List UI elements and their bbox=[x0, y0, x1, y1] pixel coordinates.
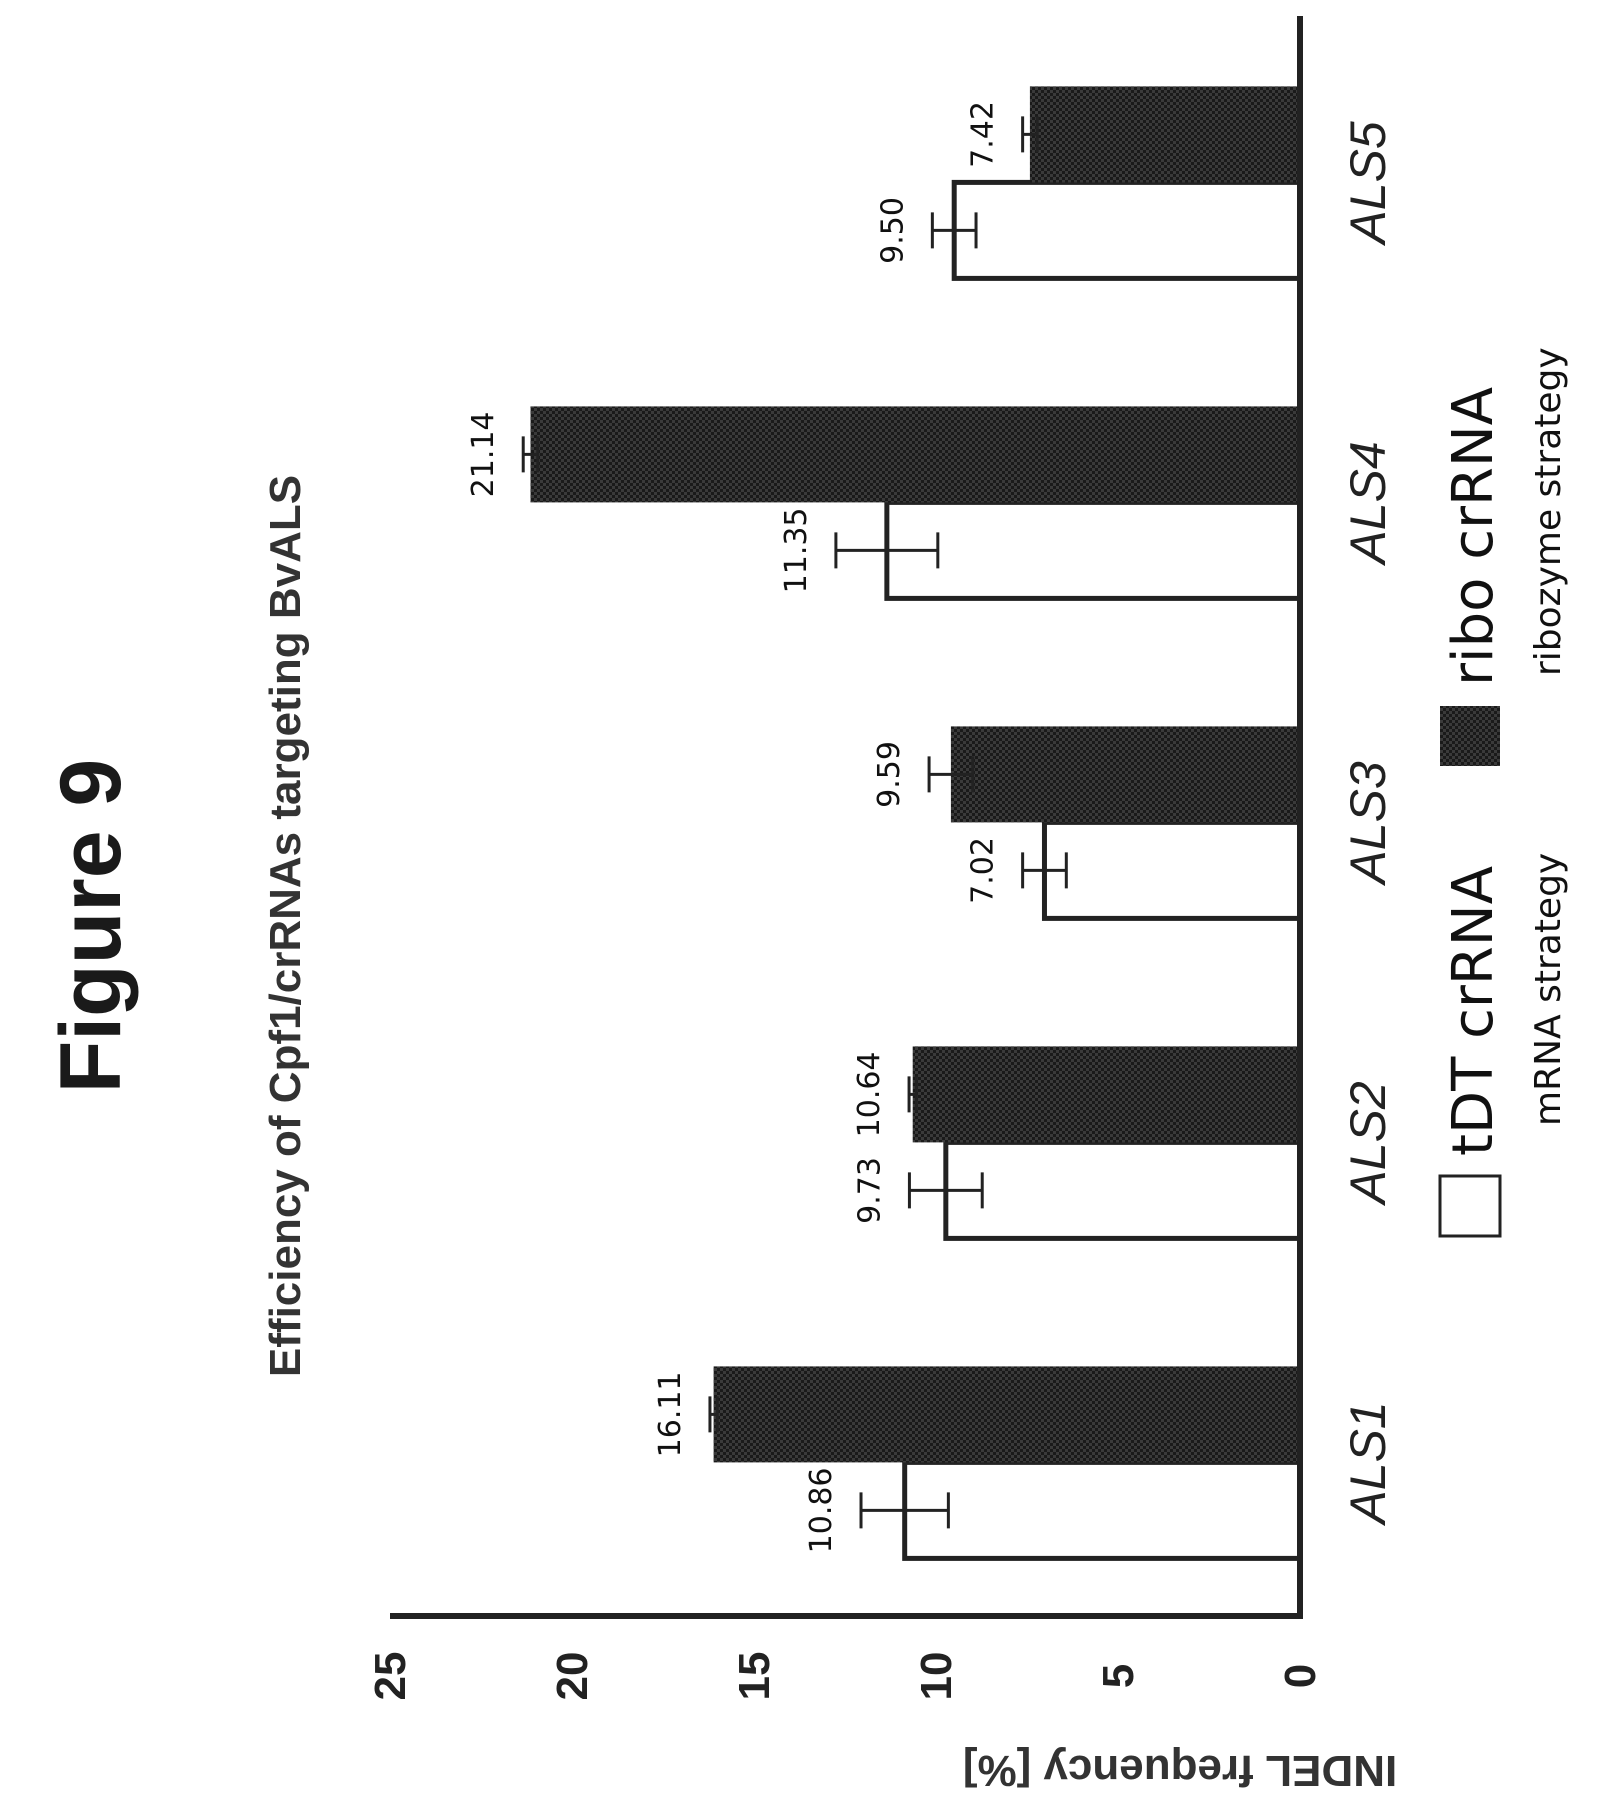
category-label: ALS2 bbox=[1340, 1081, 1396, 1207]
bar-ribo-crrna bbox=[950, 726, 1300, 823]
category-labels: ALS1 ALS2 ALS3 ALS4 ALS5 bbox=[1340, 121, 1396, 1527]
bar-ribo-crrna bbox=[713, 1366, 1300, 1463]
bar-tdt-crrna bbox=[951, 179, 1303, 281]
legend-label-ribo: ribo crRNA bbox=[1441, 387, 1506, 686]
error-bar bbox=[521, 436, 540, 473]
value-label: 21.14 bbox=[466, 411, 501, 497]
error-bar bbox=[907, 1172, 984, 1209]
y-tick-label: 10 bbox=[912, 1652, 961, 1701]
error-bars bbox=[521, 116, 1068, 1529]
legend-swatch-ribo bbox=[1440, 706, 1500, 766]
bar-ribo-crrna bbox=[1029, 86, 1300, 183]
bar-ribo-crrna bbox=[530, 406, 1300, 503]
axis-lines bbox=[390, 16, 1303, 1619]
error-bar bbox=[859, 1492, 950, 1529]
error-bar bbox=[708, 1396, 719, 1433]
value-label: 10.86 bbox=[804, 1467, 839, 1553]
error-bar bbox=[1021, 116, 1039, 153]
category-label: ALS3 bbox=[1340, 761, 1396, 887]
error-bar bbox=[930, 212, 978, 249]
value-label: 7.42 bbox=[966, 101, 1001, 168]
bar-tdt-crrna bbox=[943, 1139, 1303, 1241]
value-label: 9.59 bbox=[872, 741, 907, 808]
error-bar bbox=[907, 1076, 918, 1113]
value-label: 9.73 bbox=[852, 1157, 887, 1224]
bar-tdt-crrna bbox=[1041, 819, 1303, 921]
legend-swatch-tdt bbox=[1438, 1174, 1502, 1238]
y-tick-label: 20 bbox=[548, 1652, 597, 1701]
bar-tdt-crrna bbox=[884, 499, 1303, 601]
y-tick-label: 0 bbox=[1276, 1664, 1325, 1688]
category-label: ALS1 bbox=[1340, 1401, 1396, 1526]
category-label: ALS4 bbox=[1340, 441, 1396, 566]
error-bar bbox=[1021, 852, 1068, 889]
value-label: 11.35 bbox=[779, 507, 814, 593]
y-axis-label: INDEL frequency [%] bbox=[963, 1746, 1397, 1795]
error-bar bbox=[927, 756, 975, 793]
error-bar bbox=[834, 532, 940, 569]
y-tick-labels: 0 5 10 15 20 25 bbox=[366, 1652, 1325, 1701]
y-tick-label: 25 bbox=[366, 1652, 415, 1701]
figure-label: Figure 9 bbox=[43, 759, 139, 1094]
chart-title: Efficiency of Cpf1/crRNAs targeting BvAL… bbox=[261, 475, 310, 1377]
legend-sub-tdt: mRNA strategy bbox=[1528, 853, 1569, 1126]
y-tick-label: 5 bbox=[1094, 1664, 1143, 1688]
value-labels: 10.86 16.11 9.73 10.64 7.02 9.59 11.35 21.14 9.5… bbox=[466, 101, 1000, 1553]
legend: tDT crRNA mRNA strategy ribo crRNA riboz… bbox=[1438, 347, 1569, 1238]
value-label: 7.02 bbox=[966, 837, 1001, 904]
legend-sub-ribo: ribozyme strategy bbox=[1528, 347, 1569, 676]
y-tick-label: 15 bbox=[730, 1652, 779, 1701]
value-label: 10.64 bbox=[852, 1051, 887, 1137]
category-label: ALS5 bbox=[1340, 121, 1396, 247]
legend-label-tdt: tDT crRNA bbox=[1441, 866, 1506, 1156]
bars bbox=[530, 86, 1303, 1561]
bar-tdt-crrna bbox=[902, 1459, 1303, 1561]
value-label: 16.11 bbox=[653, 1371, 688, 1457]
bar-ribo-crrna bbox=[912, 1046, 1300, 1143]
value-label: 9.50 bbox=[875, 197, 910, 264]
